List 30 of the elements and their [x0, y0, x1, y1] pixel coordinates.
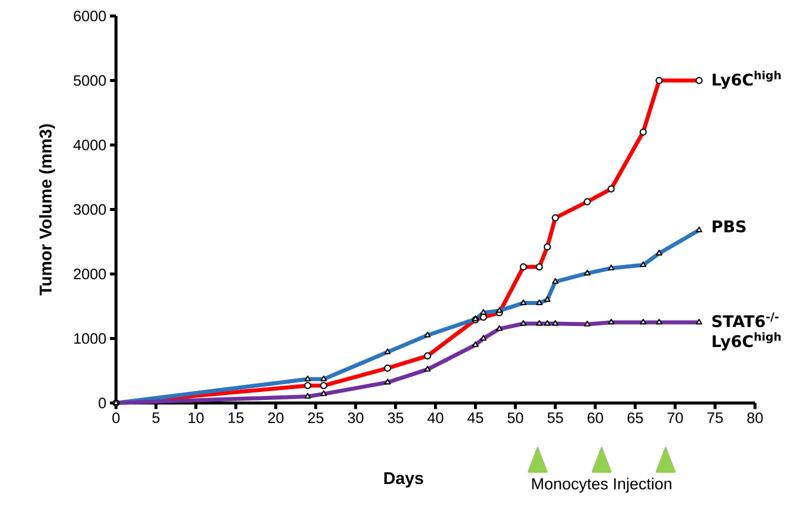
series-label: PBS: [712, 220, 746, 232]
x-tick-label: 0: [112, 412, 120, 424]
x-tick-label: 30: [348, 412, 364, 424]
x-tick-label: 65: [628, 412, 643, 424]
x-tick-label: 25: [308, 412, 324, 424]
series-label: Ly6C$^{high}$: [712, 70, 781, 89]
x-tick-label: 75: [707, 412, 723, 423]
x-axis-title: Days: [384, 472, 424, 488]
text: Monocytes Injection: [532, 478, 672, 493]
x-tick-label: 80: [747, 412, 763, 424]
y-tick-label: 5000: [74, 75, 106, 86]
text: STAT6$^{-/-}$ Ly6C$^{high}$: [712, 312, 781, 350]
y-tick-label: 4000: [73, 140, 106, 150]
x-tick-label: 55: [548, 412, 564, 423]
x-tick-label: 70: [668, 412, 683, 424]
y-tick-label: 2000: [74, 268, 106, 280]
x-tick-label: 60: [588, 412, 603, 424]
y-tick-label: 0: [98, 398, 106, 408]
y-tick-label: 6000: [74, 10, 106, 22]
y-tick-label: 1000: [74, 333, 106, 344]
x-tick-label: 20: [268, 412, 284, 424]
y-tick-label: 3000: [74, 204, 106, 215]
x-tick-label: 40: [428, 412, 444, 424]
x-tick-label: 5: [152, 412, 160, 423]
y-axis-title: Tumor Volume (mm3): [39, 124, 55, 296]
x-tick-label: 15: [228, 412, 244, 423]
x-tick-label: 35: [388, 412, 404, 424]
x-tick-label: 10: [188, 412, 204, 424]
x-tick-label: 45: [467, 412, 484, 423]
x-tick-label: 50: [508, 412, 524, 424]
